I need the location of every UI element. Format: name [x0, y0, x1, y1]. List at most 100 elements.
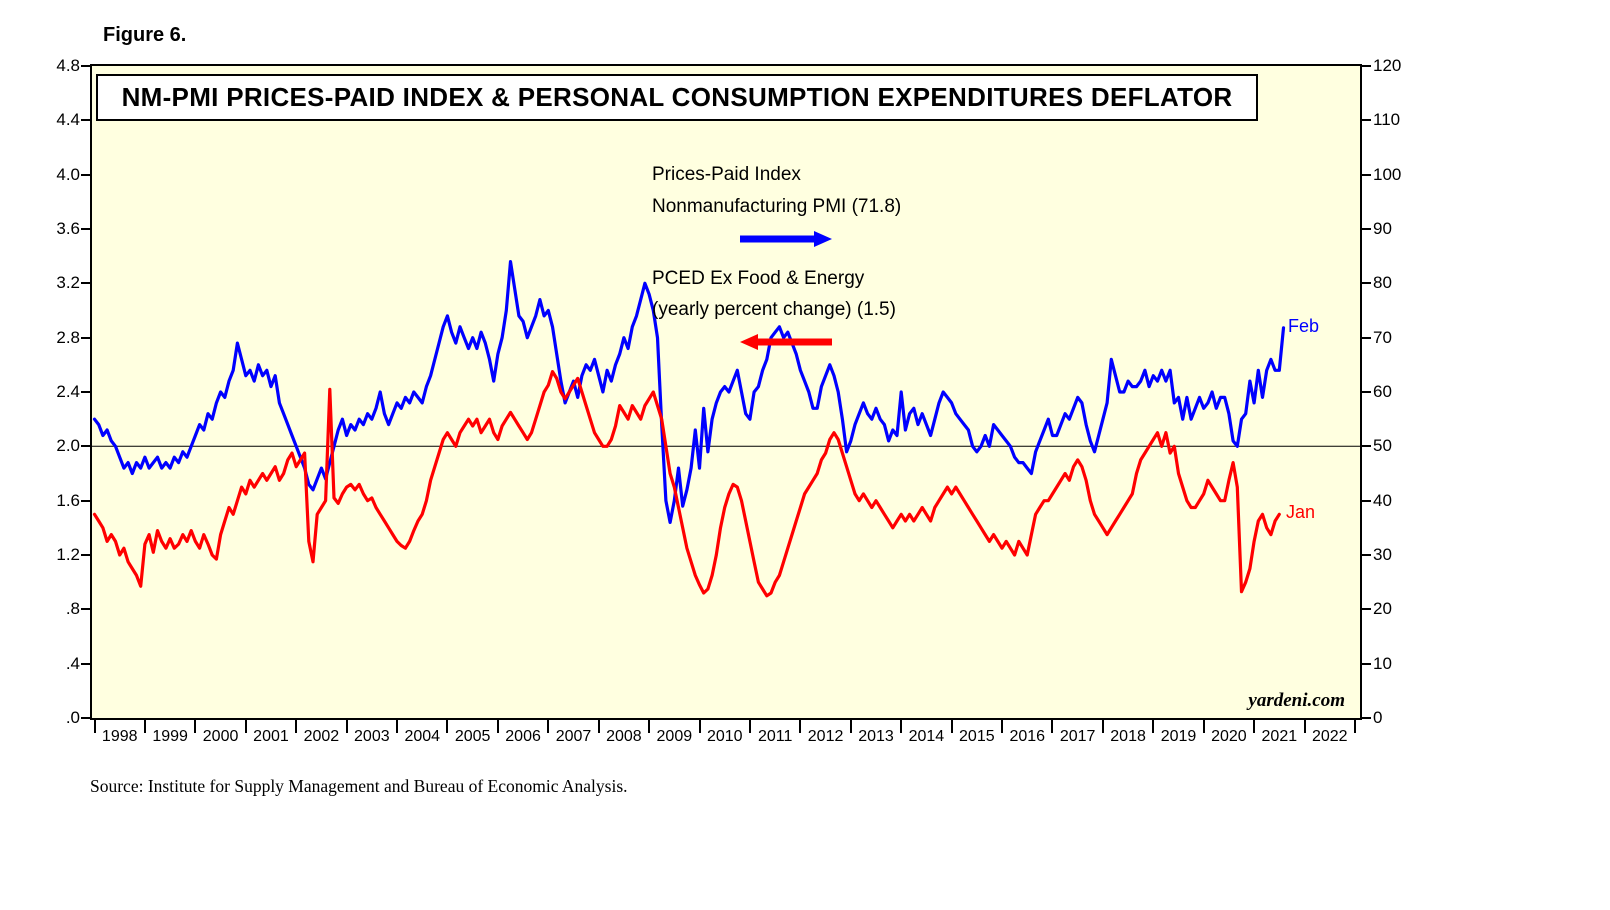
x-axis-tick-mark — [396, 720, 399, 733]
y-axis-left-tick-mark — [81, 119, 90, 122]
y-axis-left-tick-label: 1.2 — [56, 545, 80, 564]
x-axis-tick-label: 2002 — [303, 728, 340, 745]
x-axis-tick-mark — [849, 720, 852, 733]
x-axis-tick-label: 2008 — [606, 728, 642, 745]
x-axis-tick-mark — [295, 720, 298, 733]
y-axis-left-tick-mark — [81, 662, 90, 665]
x-axis-tick-mark — [1152, 720, 1155, 733]
y-axis-right-tick-label: 30 — [1373, 545, 1392, 564]
x-axis-tick-label: 2011 — [757, 728, 793, 745]
x-axis-tick-mark — [194, 720, 197, 733]
x-axis-tick-label: 2016 — [1009, 728, 1046, 745]
x-axis-tick-label: 2005 — [454, 728, 491, 745]
y-axis-right-tick-mark — [1362, 119, 1371, 122]
y-axis-left-tick-label: 2.8 — [56, 327, 80, 347]
y-axis-left-tick-label: 4.4 — [56, 110, 80, 130]
pmi-legend-line1: Prices-Paid Index — [652, 164, 801, 185]
y-axis-right-tick-label: 0 — [1373, 708, 1383, 727]
pced-legend-line1: PCED Ex Food & Energy — [652, 267, 865, 289]
x-axis-tick-label: 2015 — [959, 728, 995, 745]
y-axis-right-tick-label: 10 — [1373, 653, 1392, 673]
x-axis-tick-label: 2006 — [505, 728, 541, 745]
x-axis-tick-label: 2021 — [1261, 728, 1298, 745]
y-axis-left-tick-mark — [81, 499, 90, 502]
figure-label: Figure 6. — [103, 24, 187, 46]
y-axis-right-tick-label: 50 — [1373, 436, 1392, 456]
y-axis-left-tick-mark — [81, 717, 90, 719]
y-axis-right-tick-label: 100 — [1373, 164, 1402, 184]
x-axis-tick-label: 2012 — [807, 728, 844, 745]
x-axis-tick-mark — [950, 720, 953, 733]
chart-plot-svg — [92, 260, 1360, 598]
x-axis-tick-label: 2020 — [1211, 728, 1247, 745]
y-axis-right-tick-label: 80 — [1373, 273, 1392, 293]
y-axis-right-tick-mark — [1362, 282, 1371, 285]
x-axis-tick-label: 2007 — [555, 728, 592, 745]
x-axis-tick-mark — [698, 720, 701, 733]
y-axis-right-tick-mark — [1362, 608, 1371, 611]
y-axis-right-tick-mark — [1362, 65, 1371, 67]
y-axis-right-tick-mark — [1362, 499, 1371, 502]
y-axis-right-tick-mark — [1362, 391, 1371, 393]
y-axis-right-tick-label: 20 — [1373, 599, 1392, 619]
x-axis-tick-label: 2009 — [656, 728, 693, 745]
x-axis-tick-label: 1998 — [101, 728, 138, 745]
x-axis-tick-mark — [1353, 720, 1356, 733]
pmi-series-end-label: Feb — [1288, 316, 1320, 336]
x-axis-tick-mark — [1051, 720, 1054, 733]
x-axis-tick-label: 2019 — [1160, 728, 1197, 745]
x-axis-tick-label: 2022 — [1311, 728, 1348, 745]
chart-title-box: NM-PMI PRICES-PAID INDEX & PERSONAL CONS… — [96, 74, 1258, 121]
y-axis-left-tick-mark — [81, 282, 90, 285]
blue-right-arrow-icon — [740, 230, 832, 247]
y-axis-right-tick-mark — [1362, 717, 1371, 719]
x-axis-tick-mark — [345, 720, 348, 733]
x-axis-tick-mark — [143, 720, 146, 733]
x-axis-tick-mark — [446, 720, 449, 733]
x-axis-tick-mark — [1001, 720, 1004, 733]
y-axis-right-tick-label: 110 — [1373, 110, 1401, 130]
x-axis-tick-mark — [1101, 720, 1104, 733]
x-axis-tick-label: 2018 — [1110, 728, 1146, 745]
x-axis-tick-label: 2010 — [706, 728, 743, 745]
y-axis-right-tick-label: 60 — [1373, 382, 1392, 401]
plot-area — [90, 64, 1362, 720]
x-axis-tick-mark — [93, 720, 96, 733]
red-left-arrow-icon — [740, 334, 832, 350]
y-axis-right-tick-mark — [1362, 173, 1371, 176]
x-axis-tick-label: 2003 — [354, 728, 390, 745]
y-axis-right-tick-label: 120 — [1373, 56, 1402, 75]
x-axis-tick-mark — [1303, 720, 1306, 733]
y-axis-right-tick-mark — [1362, 336, 1371, 339]
x-axis-tick-mark — [1253, 720, 1256, 733]
y-axis-left-tick-label: 4.0 — [56, 164, 80, 184]
x-axis-tick-mark — [597, 720, 600, 733]
y-axis-right-tick-mark — [1362, 554, 1371, 556]
y-axis-right-tick-label: 40 — [1373, 490, 1392, 510]
y-axis-left-tick-label: .0 — [65, 708, 80, 727]
chart-legend: Prices-Paid Index Nonmanufacturing PMI (… — [652, 163, 901, 360]
x-axis-tick-label: 2000 — [202, 728, 239, 745]
y-axis-left-tick-label: 2.0 — [56, 436, 80, 456]
y-axis-right-tick-mark — [1362, 445, 1371, 448]
y-axis-right-tick-label: 90 — [1373, 219, 1392, 238]
x-axis-tick-mark — [244, 720, 247, 733]
y-axis-right-tick-mark — [1362, 662, 1371, 665]
x-axis-tick-mark — [799, 720, 802, 733]
x-axis-tick-label: 2013 — [858, 728, 894, 745]
x-axis-tick-label: 2017 — [1059, 728, 1096, 745]
y-axis-left-tick-label: 3.6 — [56, 219, 80, 238]
x-axis-tick-label: 2004 — [404, 728, 441, 745]
pmi-legend-line2: Nonmanufacturing PMI (71.8) — [652, 195, 902, 217]
watermark: yardeni.com — [1248, 690, 1345, 711]
y-axis-left-tick-mark — [81, 445, 90, 448]
y-axis-left-tick-label: 1.6 — [56, 490, 80, 510]
y-axis-left-tick-label: 4.8 — [56, 56, 80, 75]
y-axis-left-tick-mark — [81, 173, 90, 176]
y-axis-left-tick-mark — [81, 336, 90, 339]
y-axis-left-tick-label: 3.2 — [56, 273, 80, 293]
x-axis-tick-mark — [900, 720, 903, 733]
chart-title: NM-PMI PRICES-PAID INDEX & PERSONAL CONS… — [121, 82, 1233, 112]
y-axis-left-tick-mark — [81, 228, 90, 230]
pced-legend-line2: (yearly percent change) (1.5) — [652, 299, 896, 321]
